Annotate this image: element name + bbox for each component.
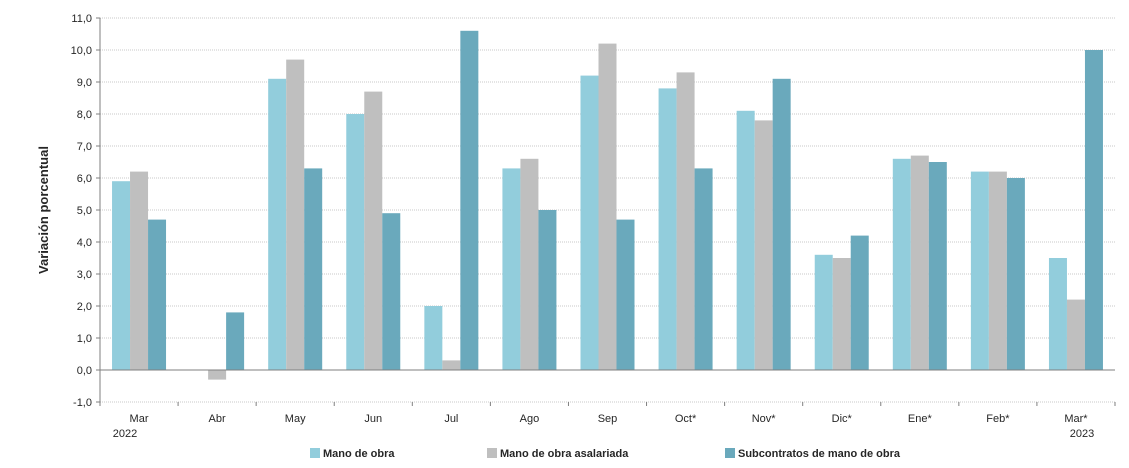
y-tick-label: 10,0 xyxy=(71,45,92,57)
x-tick-label: Ago xyxy=(520,413,540,425)
bar-1 xyxy=(268,78,287,371)
bar-3 xyxy=(148,219,167,370)
y-tick-label: 1,0 xyxy=(77,333,92,345)
legend-label: Subcontratos de mano de obra xyxy=(738,448,901,460)
legend-swatch xyxy=(725,448,735,458)
y-tick-label: 5,0 xyxy=(77,205,92,217)
y-tick-label: 8,0 xyxy=(77,109,92,121)
bar-2 xyxy=(442,360,461,370)
bars xyxy=(112,30,1103,380)
bar-1 xyxy=(736,110,755,371)
x-tick-label: Ene* xyxy=(908,413,933,425)
bar-2 xyxy=(598,43,617,370)
x-tick-label: Mar xyxy=(130,413,149,425)
x-tick-label: Oct* xyxy=(675,413,697,425)
x-tick-label: Sep xyxy=(598,413,618,425)
x-tick-label: Dic* xyxy=(832,413,853,425)
bar-3 xyxy=(928,162,947,370)
legend: Mano de obra Mano de obra asalariada Subco… xyxy=(310,448,901,460)
bar-2 xyxy=(1066,299,1085,370)
y-tick-label: 0,0 xyxy=(77,365,92,377)
bar-2 xyxy=(676,72,695,371)
bar-1 xyxy=(892,158,911,370)
x-tick-label: Jun xyxy=(364,413,382,425)
bar-2 xyxy=(910,155,929,370)
bar-2 xyxy=(832,258,851,370)
bar-3 xyxy=(850,235,869,370)
bar-3 xyxy=(304,168,323,370)
x-tick-label: Nov* xyxy=(752,413,777,425)
bar-2 xyxy=(364,91,383,370)
y-tick-label: 9,0 xyxy=(77,77,92,89)
y-tick-label: 4,0 xyxy=(77,237,92,249)
bar-1 xyxy=(658,88,677,371)
bar-1 xyxy=(814,254,833,370)
bar-1 xyxy=(112,181,131,370)
y-tick-label: 2,0 xyxy=(77,301,92,313)
x-tick-label: Jul xyxy=(444,413,458,425)
x-tick-label: Abr xyxy=(209,413,226,425)
bar-3 xyxy=(694,168,713,370)
bar-1 xyxy=(502,168,521,370)
bar-3 xyxy=(538,210,557,370)
x-tick-label: Mar* xyxy=(1064,413,1088,425)
legend-swatch xyxy=(487,448,497,458)
bar-3 xyxy=(616,219,635,370)
bar-3 xyxy=(460,30,479,371)
bar-1 xyxy=(1048,258,1067,370)
x-tick-label: May xyxy=(285,413,306,425)
bar-1 xyxy=(970,171,989,370)
bar-2 xyxy=(208,370,227,380)
bar-1 xyxy=(424,306,443,370)
legend-label: Mano de obra asalariada xyxy=(500,448,629,460)
axes: -1,0 0,0 1,0 2,0 3,0 4,0 5,0 6,0 7,0 8,0 9,0 10,0 11… xyxy=(71,13,1116,440)
bar-2 xyxy=(754,120,773,371)
x-tick-label: Feb* xyxy=(986,413,1010,425)
bar-2 xyxy=(130,171,149,370)
y-tick-label: 6,0 xyxy=(77,173,92,185)
bar-3 xyxy=(1084,50,1103,370)
y-tick-label: -1,0 xyxy=(73,397,92,409)
bar-3 xyxy=(226,312,245,370)
year-label: 2022 xyxy=(113,428,137,440)
y-axis-title: Variación porcentual xyxy=(36,146,51,274)
y-tick-label: 3,0 xyxy=(77,269,92,281)
bar-1 xyxy=(346,114,365,370)
y-tick-label: 11,0 xyxy=(71,13,92,25)
bar-2 xyxy=(520,158,539,370)
year-label: 2023 xyxy=(1070,428,1094,440)
legend-label: Mano de obra xyxy=(323,448,395,460)
bar-3 xyxy=(772,78,791,371)
bar-3 xyxy=(382,213,401,370)
bar-2 xyxy=(286,59,305,370)
bar-2 xyxy=(988,171,1007,370)
y-tick-label: 7,0 xyxy=(77,141,92,153)
bar-3 xyxy=(1006,178,1025,370)
bar-1 xyxy=(580,75,599,370)
legend-swatch xyxy=(310,448,320,458)
